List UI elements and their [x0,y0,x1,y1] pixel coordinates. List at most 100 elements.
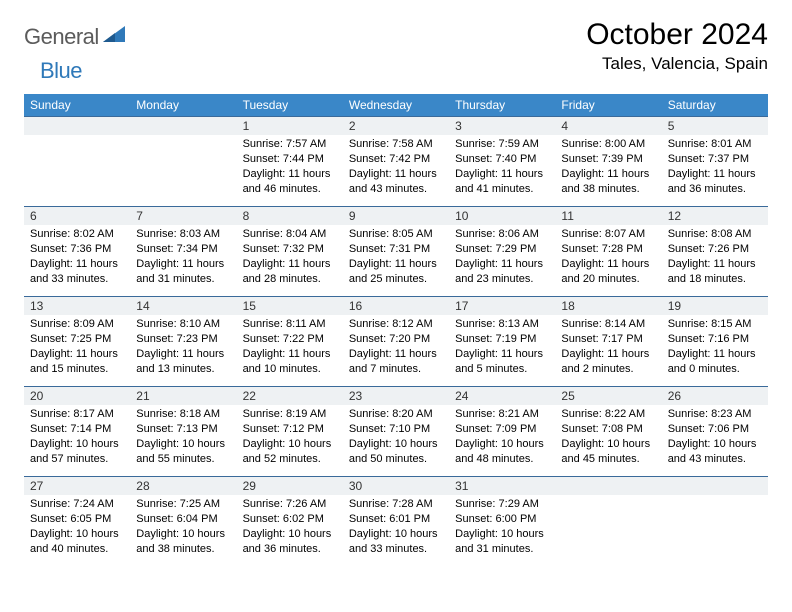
daylight-line: Daylight: 11 hours and 15 minutes. [30,347,124,377]
day-details: Sunrise: 8:11 AMSunset: 7:22 PMDaylight:… [237,315,343,376]
day-number: 10 [449,207,555,225]
sunset-line: Sunset: 7:17 PM [561,332,655,347]
calendar-day-cell: 22Sunrise: 8:19 AMSunset: 7:12 PMDayligh… [237,387,343,477]
sunset-line: Sunset: 7:37 PM [668,152,762,167]
calendar-week-row: 20Sunrise: 8:17 AMSunset: 7:14 PMDayligh… [24,387,768,477]
day-details: Sunrise: 7:24 AMSunset: 6:05 PMDaylight:… [24,495,130,556]
calendar-day-cell: 20Sunrise: 8:17 AMSunset: 7:14 PMDayligh… [24,387,130,477]
day-number [662,477,768,495]
day-number: 1 [237,117,343,135]
sunrise-line: Sunrise: 7:57 AM [243,137,337,152]
day-details: Sunrise: 8:15 AMSunset: 7:16 PMDaylight:… [662,315,768,376]
day-number: 6 [24,207,130,225]
day-details: Sunrise: 8:05 AMSunset: 7:31 PMDaylight:… [343,225,449,286]
day-details [130,135,236,137]
daylight-line: Daylight: 11 hours and 31 minutes. [136,257,230,287]
sunset-line: Sunset: 6:05 PM [30,512,124,527]
sunset-line: Sunset: 7:39 PM [561,152,655,167]
calendar-day-cell: 17Sunrise: 8:13 AMSunset: 7:19 PMDayligh… [449,297,555,387]
day-number: 14 [130,297,236,315]
calendar-day-cell: 29Sunrise: 7:26 AMSunset: 6:02 PMDayligh… [237,477,343,567]
day-number: 12 [662,207,768,225]
day-number: 30 [343,477,449,495]
sunrise-line: Sunrise: 8:22 AM [561,407,655,422]
month-title: October 2024 [586,18,768,52]
daylight-line: Daylight: 11 hours and 23 minutes. [455,257,549,287]
sunrise-line: Sunrise: 8:19 AM [243,407,337,422]
sunrise-line: Sunrise: 7:29 AM [455,497,549,512]
daylight-line: Daylight: 10 hours and 52 minutes. [243,437,337,467]
sunset-line: Sunset: 6:00 PM [455,512,549,527]
sunset-line: Sunset: 7:06 PM [668,422,762,437]
day-details: Sunrise: 8:07 AMSunset: 7:28 PMDaylight:… [555,225,661,286]
calendar-week-row: 6Sunrise: 8:02 AMSunset: 7:36 PMDaylight… [24,207,768,297]
daylight-line: Daylight: 10 hours and 33 minutes. [349,527,443,557]
day-number: 21 [130,387,236,405]
day-details: Sunrise: 8:08 AMSunset: 7:26 PMDaylight:… [662,225,768,286]
sunset-line: Sunset: 7:08 PM [561,422,655,437]
day-details: Sunrise: 7:25 AMSunset: 6:04 PMDaylight:… [130,495,236,556]
daylight-line: Daylight: 11 hours and 7 minutes. [349,347,443,377]
calendar-day-cell [662,477,768,567]
day-details: Sunrise: 7:57 AMSunset: 7:44 PMDaylight:… [237,135,343,196]
daylight-line: Daylight: 11 hours and 38 minutes. [561,167,655,197]
calendar-day-cell: 2Sunrise: 7:58 AMSunset: 7:42 PMDaylight… [343,117,449,207]
brand-word-1: General [24,24,99,50]
sunrise-line: Sunrise: 8:08 AM [668,227,762,242]
weekday-header: Sunday [24,94,130,117]
sunrise-line: Sunrise: 8:09 AM [30,317,124,332]
calendar-day-cell: 27Sunrise: 7:24 AMSunset: 6:05 PMDayligh… [24,477,130,567]
sunset-line: Sunset: 7:44 PM [243,152,337,167]
day-details: Sunrise: 8:14 AMSunset: 7:17 PMDaylight:… [555,315,661,376]
weekday-header: Monday [130,94,236,117]
calendar-day-cell: 16Sunrise: 8:12 AMSunset: 7:20 PMDayligh… [343,297,449,387]
day-details: Sunrise: 7:58 AMSunset: 7:42 PMDaylight:… [343,135,449,196]
day-details: Sunrise: 8:13 AMSunset: 7:19 PMDaylight:… [449,315,555,376]
day-number: 25 [555,387,661,405]
day-number: 11 [555,207,661,225]
daylight-line: Daylight: 11 hours and 18 minutes. [668,257,762,287]
day-number: 22 [237,387,343,405]
sunset-line: Sunset: 7:16 PM [668,332,762,347]
sunrise-line: Sunrise: 7:24 AM [30,497,124,512]
sunrise-line: Sunrise: 8:00 AM [561,137,655,152]
sunset-line: Sunset: 7:22 PM [243,332,337,347]
day-number: 9 [343,207,449,225]
calendar-day-cell: 12Sunrise: 8:08 AMSunset: 7:26 PMDayligh… [662,207,768,297]
sunrise-line: Sunrise: 8:15 AM [668,317,762,332]
sunrise-line: Sunrise: 8:21 AM [455,407,549,422]
sunrise-line: Sunrise: 8:23 AM [668,407,762,422]
sunrise-line: Sunrise: 8:03 AM [136,227,230,242]
sunrise-line: Sunrise: 7:25 AM [136,497,230,512]
calendar-day-cell: 21Sunrise: 8:18 AMSunset: 7:13 PMDayligh… [130,387,236,477]
title-block: October 2024 Tales, Valencia, Spain [586,18,768,74]
calendar-day-cell: 6Sunrise: 8:02 AMSunset: 7:36 PMDaylight… [24,207,130,297]
day-number: 16 [343,297,449,315]
brand-logo: General [24,18,127,50]
day-details: Sunrise: 8:23 AMSunset: 7:06 PMDaylight:… [662,405,768,466]
weekday-header: Saturday [662,94,768,117]
calendar-day-cell: 5Sunrise: 8:01 AMSunset: 7:37 PMDaylight… [662,117,768,207]
sunset-line: Sunset: 7:25 PM [30,332,124,347]
calendar-day-cell: 1Sunrise: 7:57 AMSunset: 7:44 PMDaylight… [237,117,343,207]
calendar-page: General October 2024 Tales, Valencia, Sp… [0,0,792,577]
calendar-day-cell: 18Sunrise: 8:14 AMSunset: 7:17 PMDayligh… [555,297,661,387]
calendar-day-cell: 8Sunrise: 8:04 AMSunset: 7:32 PMDaylight… [237,207,343,297]
day-details: Sunrise: 8:21 AMSunset: 7:09 PMDaylight:… [449,405,555,466]
calendar-day-cell [555,477,661,567]
sunset-line: Sunset: 7:40 PM [455,152,549,167]
calendar-week-row: 1Sunrise: 7:57 AMSunset: 7:44 PMDaylight… [24,117,768,207]
day-details: Sunrise: 8:22 AMSunset: 7:08 PMDaylight:… [555,405,661,466]
day-details [555,495,661,497]
sunrise-line: Sunrise: 8:11 AM [243,317,337,332]
day-number: 20 [24,387,130,405]
day-number: 7 [130,207,236,225]
sunrise-line: Sunrise: 8:05 AM [349,227,443,242]
calendar-day-cell: 26Sunrise: 8:23 AMSunset: 7:06 PMDayligh… [662,387,768,477]
sunrise-line: Sunrise: 7:26 AM [243,497,337,512]
sunrise-line: Sunrise: 8:12 AM [349,317,443,332]
weekday-header: Friday [555,94,661,117]
sunrise-line: Sunrise: 8:01 AM [668,137,762,152]
day-number: 29 [237,477,343,495]
sunset-line: Sunset: 7:13 PM [136,422,230,437]
